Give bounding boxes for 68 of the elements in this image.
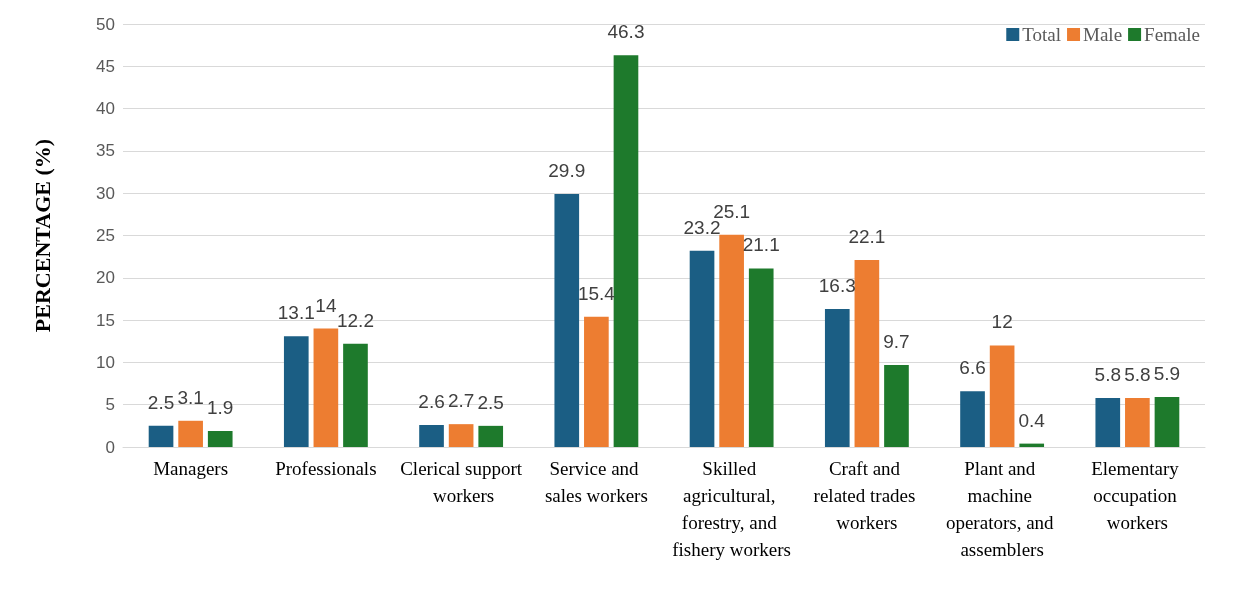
- bar: [554, 194, 580, 447]
- data-label: 2.6: [418, 391, 445, 412]
- data-label: 13.1: [277, 302, 315, 324]
- bar: [478, 425, 504, 447]
- bar: [748, 268, 774, 447]
- y-tick-label: 0: [105, 437, 115, 457]
- legend-label: Male: [1083, 24, 1123, 45]
- bar: [1019, 443, 1045, 447]
- x-tick-label: Clerical support workers: [400, 458, 523, 506]
- y-tick-label: 40: [96, 99, 115, 119]
- data-label: 0.4: [1018, 409, 1046, 431]
- data-label: 25.1: [713, 200, 751, 222]
- data-label: 12.2: [336, 309, 374, 331]
- data-label: 9.7: [883, 330, 910, 352]
- data-label: 6.6: [959, 357, 986, 379]
- y-tick-label: 30: [96, 183, 115, 203]
- x-tick-label: Elementary occupation workers: [1091, 458, 1184, 533]
- y-tick-label: 45: [96, 56, 115, 76]
- bar: [824, 309, 850, 447]
- data-label: 5.8: [1124, 363, 1151, 385]
- bar: [719, 234, 744, 447]
- data-label: 16.3: [818, 275, 856, 297]
- y-tick-label: 5: [105, 395, 115, 415]
- y-tick-label: 10: [96, 352, 115, 372]
- y-tick-label: 15: [96, 310, 115, 330]
- legend-label: Total: [1022, 24, 1062, 45]
- bar: [960, 391, 985, 447]
- x-tick-label: Skilled agricultural, forestry, and fishery workers: [672, 458, 791, 560]
- bar: [689, 250, 715, 447]
- data-label: 5.8: [1094, 363, 1121, 385]
- data-label: 29.9: [548, 160, 586, 182]
- bar: [1154, 397, 1180, 447]
- y-tick-label: 25: [96, 226, 115, 245]
- data-label: 5.9: [1153, 363, 1181, 385]
- x-tick-label: Plant and machine operators, and assemblers: [945, 458, 1059, 560]
- bar: [613, 55, 639, 447]
- data-label: 12: [991, 311, 1013, 333]
- data-label: 2.7: [447, 390, 475, 412]
- data-label: 2.5: [477, 391, 504, 413]
- y-axis-title: PERCENTAGE (%): [29, 138, 55, 333]
- data-label: 46.3: [607, 21, 645, 43]
- bar: [1125, 397, 1150, 447]
- data-label: 3.1: [177, 386, 204, 408]
- x-tick-label: Service and sales workers: [544, 458, 648, 506]
- y-tick-label: 50: [96, 14, 115, 34]
- bar: [148, 425, 174, 447]
- bar: [989, 345, 1015, 447]
- bar: [313, 328, 339, 447]
- y-tick-label: 35: [96, 141, 115, 161]
- bar: [283, 336, 309, 447]
- bar: [207, 430, 233, 447]
- y-tick-label: 20: [96, 268, 115, 288]
- data-label: 2.5: [147, 391, 175, 413]
- bar: [448, 424, 474, 447]
- x-tick-label: Managers: [153, 458, 229, 479]
- x-tick-label: Professionals: [275, 458, 377, 479]
- data-label: 14: [315, 294, 337, 316]
- bar: [178, 420, 203, 447]
- data-label: 22.1: [848, 226, 886, 248]
- legend-label: Female: [1144, 24, 1201, 45]
- bar: [1095, 397, 1121, 447]
- bar: [419, 425, 444, 447]
- x-tick-label: Craft and related trades workers: [813, 458, 921, 533]
- bar: [584, 316, 609, 447]
- data-label: 1.9: [207, 396, 234, 418]
- bar: [884, 364, 909, 447]
- bar: [343, 343, 368, 447]
- bar: [854, 260, 880, 447]
